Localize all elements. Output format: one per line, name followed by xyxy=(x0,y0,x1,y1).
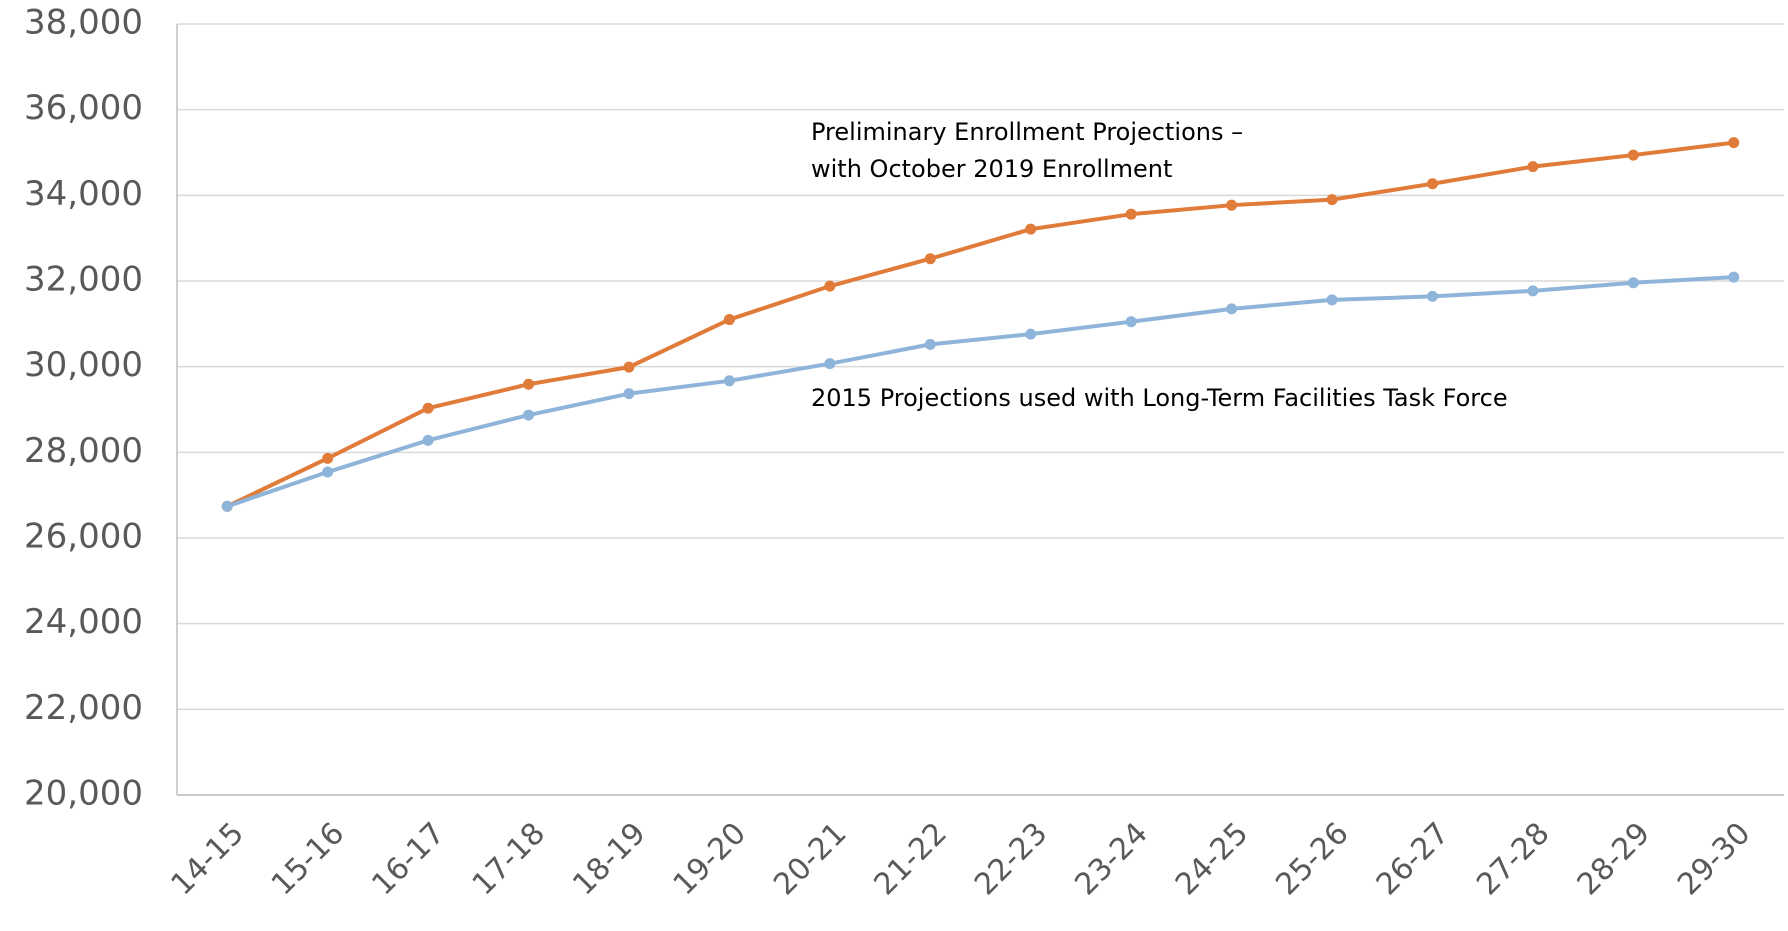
y-tick-label: 22,000 xyxy=(24,688,143,728)
data-point xyxy=(623,388,635,400)
data-point xyxy=(422,402,434,414)
data-point xyxy=(1527,161,1539,173)
y-tick-label: 36,000 xyxy=(24,88,143,128)
annotation: Preliminary Enrollment Projections – xyxy=(811,118,1243,146)
x-tick-label: 15-16 xyxy=(265,816,351,902)
data-point xyxy=(422,434,434,446)
y-tick-label: 30,000 xyxy=(24,345,143,385)
annotation: 2015 Projections used with Long-Term Fac… xyxy=(811,384,1508,412)
data-point xyxy=(1728,137,1740,149)
data-point xyxy=(221,500,233,512)
data-point xyxy=(1527,285,1539,297)
data-point xyxy=(523,409,535,421)
x-tick-label: 19-20 xyxy=(667,816,753,902)
data-point xyxy=(1728,271,1740,283)
data-point xyxy=(723,375,735,387)
data-point xyxy=(1326,294,1338,306)
data-point xyxy=(824,280,836,292)
y-tick-label: 32,000 xyxy=(24,260,143,300)
y-tick-label: 34,000 xyxy=(24,174,143,214)
x-tick-label: 26-27 xyxy=(1370,816,1456,902)
y-tick-label: 20,000 xyxy=(24,774,143,814)
x-tick-label: 20-21 xyxy=(767,816,853,902)
data-point xyxy=(723,314,735,326)
x-tick-label: 23-24 xyxy=(1068,816,1154,902)
x-tick-label: 16-17 xyxy=(365,816,451,902)
x-tick-label: 24-25 xyxy=(1169,816,1255,902)
x-tick-label: 17-18 xyxy=(466,816,552,902)
data-point xyxy=(1627,149,1639,161)
data-point xyxy=(1226,199,1238,211)
x-tick-label: 21-22 xyxy=(868,816,954,902)
x-tick-label: 27-28 xyxy=(1470,816,1556,902)
x-tick-label: 14-15 xyxy=(164,816,250,902)
data-point xyxy=(1025,328,1037,340)
x-tick-label: 29-30 xyxy=(1671,816,1757,902)
x-tick-label: 18-19 xyxy=(566,816,652,902)
data-point xyxy=(824,358,836,370)
data-point xyxy=(1627,277,1639,289)
series-line xyxy=(226,275,1734,509)
series-line xyxy=(226,140,1735,509)
data-point xyxy=(924,338,936,350)
y-tick-label: 26,000 xyxy=(24,517,143,557)
data-point xyxy=(1125,316,1137,328)
annotation: with October 2019 Enrollment xyxy=(811,155,1172,183)
data-point xyxy=(523,378,535,390)
x-tick-label: 22-23 xyxy=(968,816,1054,902)
data-point xyxy=(1226,303,1238,315)
x-tick-label: 25-26 xyxy=(1269,816,1355,902)
y-tick-label: 38,000 xyxy=(24,3,143,43)
y-tick-label: 24,000 xyxy=(24,602,143,642)
data-point xyxy=(1426,290,1438,302)
x-tick-label: 28-29 xyxy=(1571,816,1657,902)
data-point xyxy=(623,361,635,373)
data-point xyxy=(1426,178,1438,190)
data-point xyxy=(322,452,334,464)
data-point xyxy=(1326,194,1338,206)
data-point xyxy=(322,466,334,478)
y-tick-label: 28,000 xyxy=(24,431,143,471)
data-point xyxy=(1025,223,1037,235)
data-point xyxy=(1125,208,1137,220)
data-point xyxy=(924,253,936,265)
